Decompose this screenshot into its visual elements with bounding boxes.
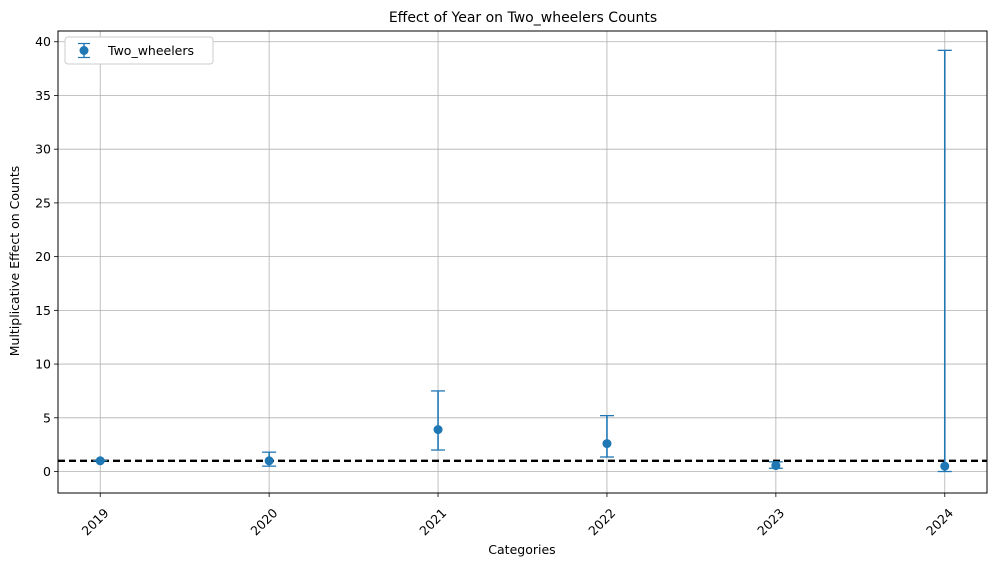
y-tick-label: 15 xyxy=(35,303,51,318)
x-tick-label: 2024 xyxy=(923,505,956,538)
data-point xyxy=(95,456,105,466)
x-tick-label: 2022 xyxy=(585,505,618,538)
y-tick-label: 5 xyxy=(43,410,51,425)
legend-box xyxy=(64,36,214,65)
y-axis-ticks: 0 5 10 15 20 25 30 35 40 xyxy=(35,34,58,479)
y-tick-label: 0 xyxy=(43,464,51,479)
x-axis-ticks: 2019 2020 2021 2022 2023 2024 xyxy=(78,493,956,538)
y-tick-label: 35 xyxy=(35,88,51,103)
chart-title: Effect of Year on Two_wheelers Counts xyxy=(389,10,657,26)
x-tick-label: 2019 xyxy=(78,505,111,538)
data-point xyxy=(433,425,443,435)
data-point xyxy=(940,461,950,471)
y-tick-label: 25 xyxy=(35,195,51,210)
data-point xyxy=(602,439,612,449)
data-point xyxy=(771,461,781,471)
y-tick-label: 20 xyxy=(35,249,51,264)
y-axis-label: Multiplicative Effect on Counts xyxy=(7,166,22,357)
x-tick-label: 2023 xyxy=(754,505,787,538)
x-tick-label: 2021 xyxy=(416,505,449,538)
legend-label: Two_wheelers xyxy=(107,43,194,58)
grid xyxy=(58,31,987,493)
legend: Two_wheelers xyxy=(64,36,214,65)
data-point xyxy=(264,456,274,466)
series-layer xyxy=(93,49,952,473)
y-tick-label: 30 xyxy=(35,142,51,157)
x-tick-label: 2020 xyxy=(247,505,280,538)
y-tick-label: 10 xyxy=(35,357,51,372)
x-axis-label: Categories xyxy=(488,542,555,557)
plot-frame xyxy=(57,30,988,494)
y-tick-label: 40 xyxy=(35,34,51,49)
legend-marker xyxy=(79,46,89,55)
